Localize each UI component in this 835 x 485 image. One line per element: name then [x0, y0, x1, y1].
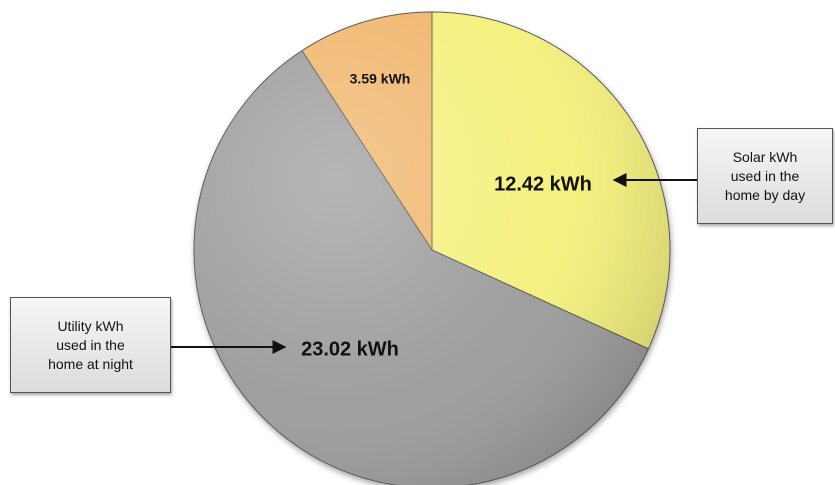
utility-callout-line-3: home at night	[48, 355, 133, 372]
solar-callout-line-2: used in the	[730, 167, 800, 184]
pie-slice-label-1: 23.02 kWh	[301, 338, 399, 360]
utility-callout-line-1: Utility kWh	[57, 317, 124, 334]
solar-callout-line-3: home by day	[724, 186, 806, 203]
utility-callout-box: Utility kWh used in the home at night	[10, 297, 171, 393]
pie-slice-label-0: 12.42 kWh	[494, 173, 592, 195]
utility-callout-line-2: used in the	[56, 336, 125, 353]
solar-callout-box: Solar kWh used in the home by day	[697, 128, 833, 224]
pie-slice-label-2: 3.59 kWh	[350, 71, 411, 87]
solar-callout-line-1: Solar kWh	[732, 148, 798, 165]
